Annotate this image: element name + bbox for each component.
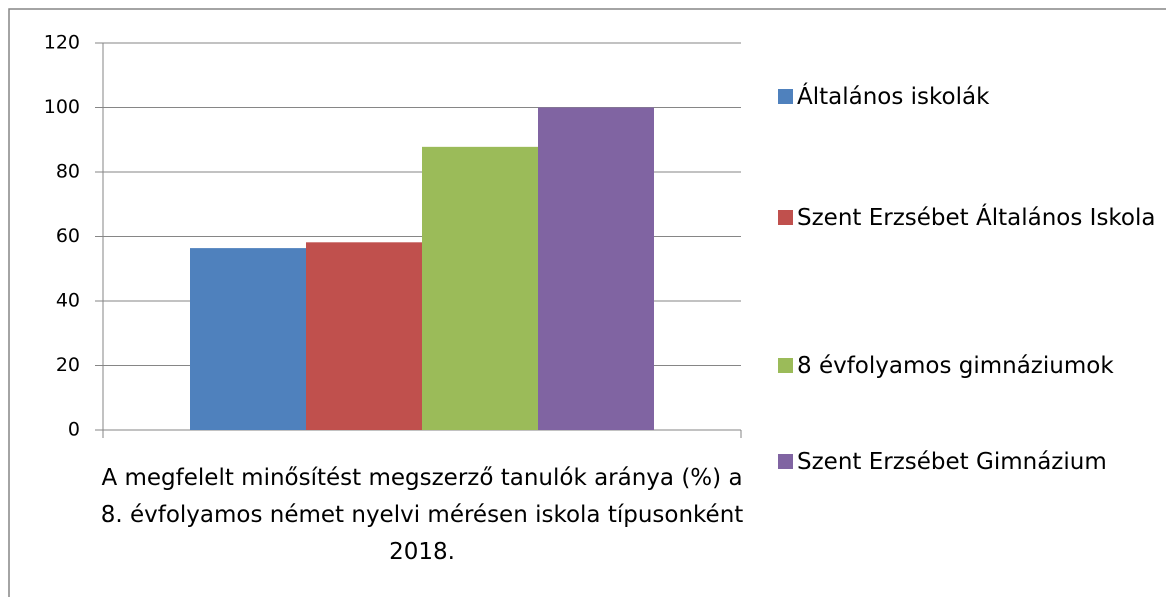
y-tick-label: 80 xyxy=(56,161,80,183)
y-tick-label: 0 xyxy=(68,419,80,441)
bar xyxy=(422,146,538,430)
legend-item: 8 évfolyamos gimnáziumok xyxy=(778,347,1158,385)
legend-label: Szent Erzsébet Általános Iskola xyxy=(797,205,1156,231)
legend-swatch xyxy=(778,89,793,104)
y-tick-label: 40 xyxy=(56,290,80,312)
legend-label: Általános iskolák xyxy=(797,84,990,110)
bar xyxy=(306,242,422,430)
x-tick-label: A megfelelt minősítést megszerző tanulók… xyxy=(100,465,744,565)
bar xyxy=(538,107,654,430)
y-tick-label: 100 xyxy=(44,96,80,118)
bar xyxy=(190,248,306,430)
y-tick-label: 60 xyxy=(56,225,80,247)
legend-label: Szent Erzsébet Gimnázium xyxy=(797,449,1107,475)
legend-swatch xyxy=(778,358,793,373)
legend-item: Szent Erzsébet Általános Iskola xyxy=(778,199,1158,237)
legend-label: 8 évfolyamos gimnáziumok xyxy=(797,353,1114,379)
y-tick-label: 20 xyxy=(56,354,80,376)
legend-swatch xyxy=(778,454,793,469)
legend-item: Szent Erzsébet Gimnázium xyxy=(778,443,1158,481)
y-tick-label: 120 xyxy=(44,32,80,54)
legend-swatch xyxy=(778,210,793,225)
chart-frame xyxy=(8,8,1166,597)
legend-item: Általános iskolák xyxy=(778,78,1158,116)
